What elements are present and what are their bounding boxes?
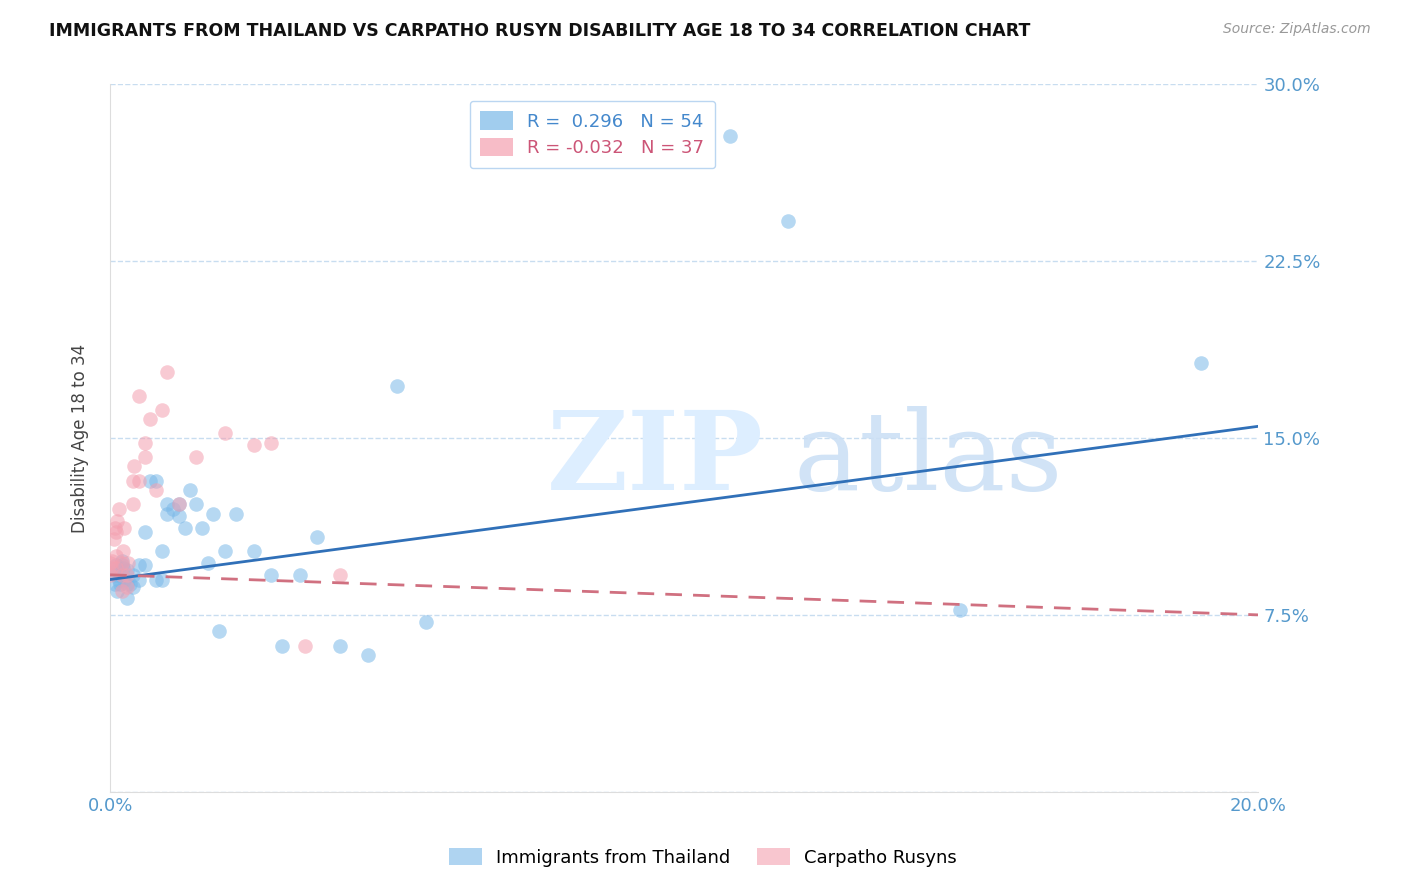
- Point: [145, 573, 167, 587]
- Point: [776, 214, 799, 228]
- Point: [329, 567, 352, 582]
- Point: [305, 530, 328, 544]
- Point: [1189, 356, 1212, 370]
- Point: [104, 577, 127, 591]
- Point: [134, 525, 156, 540]
- Point: [260, 435, 283, 450]
- Point: [117, 563, 139, 577]
- Point: [104, 560, 127, 574]
- Point: [167, 497, 190, 511]
- Point: [949, 603, 972, 617]
- Legend: Immigrants from Thailand, Carpatho Rusyns: Immigrants from Thailand, Carpatho Rusyn…: [441, 841, 965, 874]
- Legend: R =  0.296   N = 54, R = -0.032   N = 37: R = 0.296 N = 54, R = -0.032 N = 37: [470, 101, 716, 168]
- Text: ZIP: ZIP: [547, 406, 763, 513]
- Point: [167, 508, 190, 523]
- Point: [357, 648, 380, 662]
- Point: [110, 558, 132, 573]
- Point: [134, 558, 156, 573]
- Point: [104, 525, 127, 540]
- Point: [139, 474, 162, 488]
- Point: [156, 497, 179, 511]
- Point: [110, 556, 132, 570]
- Point: [128, 558, 150, 573]
- Point: [208, 624, 231, 639]
- Point: [415, 615, 437, 629]
- Point: [117, 556, 139, 570]
- Point: [111, 560, 134, 574]
- Point: [110, 584, 132, 599]
- Point: [110, 567, 132, 582]
- Point: [122, 567, 145, 582]
- Point: [225, 507, 247, 521]
- Text: atlas: atlas: [793, 406, 1063, 513]
- Point: [191, 521, 214, 535]
- Point: [117, 567, 139, 582]
- Y-axis label: Disability Age 18 to 34: Disability Age 18 to 34: [72, 343, 89, 533]
- Point: [214, 544, 236, 558]
- Point: [103, 533, 125, 547]
- Point: [128, 389, 150, 403]
- Point: [104, 558, 127, 573]
- Point: [122, 497, 145, 511]
- Point: [134, 435, 156, 450]
- Point: [242, 544, 264, 558]
- Point: [107, 573, 129, 587]
- Point: [271, 639, 294, 653]
- Point: [167, 497, 190, 511]
- Point: [150, 402, 173, 417]
- Point: [145, 483, 167, 497]
- Point: [104, 521, 127, 535]
- Point: [128, 474, 150, 488]
- Point: [122, 580, 145, 594]
- Text: Source: ZipAtlas.com: Source: ZipAtlas.com: [1223, 22, 1371, 37]
- Point: [329, 639, 352, 653]
- Point: [134, 450, 156, 464]
- Point: [117, 580, 139, 594]
- Point: [173, 521, 195, 535]
- Point: [150, 573, 173, 587]
- Point: [101, 554, 124, 568]
- Point: [104, 549, 127, 563]
- Point: [288, 567, 311, 582]
- Point: [162, 501, 184, 516]
- Point: [117, 591, 139, 606]
- Point: [111, 544, 134, 558]
- Point: [385, 379, 408, 393]
- Point: [150, 544, 173, 558]
- Point: [112, 521, 135, 535]
- Point: [98, 556, 121, 570]
- Point: [98, 567, 121, 582]
- Point: [186, 450, 208, 464]
- Point: [110, 577, 132, 591]
- Point: [104, 567, 127, 582]
- Point: [112, 573, 135, 587]
- Point: [110, 554, 132, 568]
- Point: [139, 412, 162, 426]
- Point: [294, 639, 316, 653]
- Point: [107, 501, 129, 516]
- Point: [179, 483, 201, 497]
- Point: [186, 497, 208, 511]
- Point: [105, 584, 128, 599]
- Point: [145, 474, 167, 488]
- Text: IMMIGRANTS FROM THAILAND VS CARPATHO RUSYN DISABILITY AGE 18 TO 34 CORRELATION C: IMMIGRANTS FROM THAILAND VS CARPATHO RUS…: [49, 22, 1031, 40]
- Point: [105, 514, 128, 528]
- Point: [260, 567, 283, 582]
- Point: [100, 560, 122, 574]
- Point: [110, 567, 132, 582]
- Point: [120, 577, 142, 591]
- Point: [122, 459, 145, 474]
- Point: [101, 566, 124, 580]
- Point: [214, 426, 236, 441]
- Point: [718, 129, 741, 144]
- Point: [156, 507, 179, 521]
- Point: [117, 577, 139, 591]
- Point: [202, 507, 225, 521]
- Point: [128, 573, 150, 587]
- Point: [242, 438, 264, 452]
- Point: [122, 474, 145, 488]
- Point: [156, 365, 179, 379]
- Point: [197, 556, 219, 570]
